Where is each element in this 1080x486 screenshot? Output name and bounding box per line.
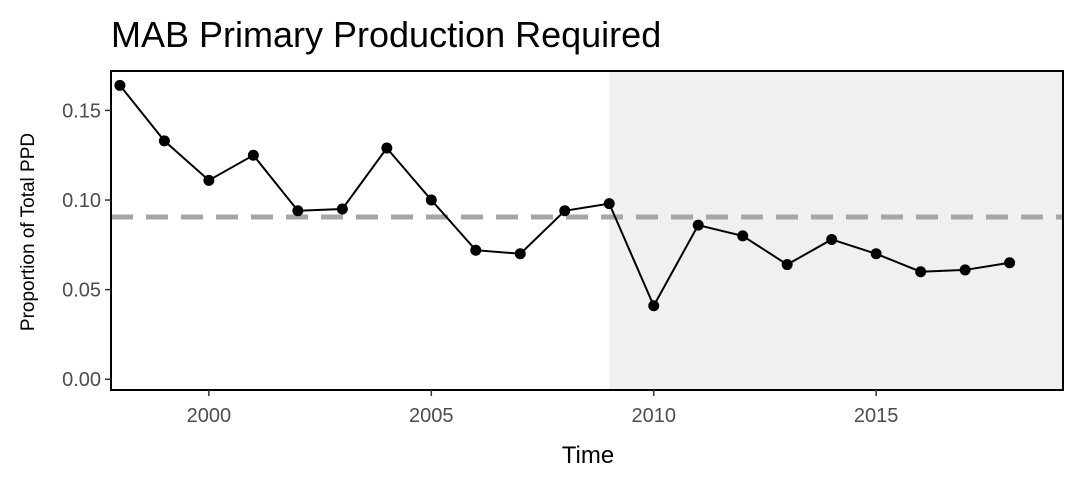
data-point (425, 194, 437, 206)
data-point (292, 205, 304, 217)
y-axis-title: Proportion of Total PPD (18, 133, 39, 331)
x-tick-label: 2000 (187, 405, 232, 427)
data-point (336, 203, 348, 215)
chart-title: MAB Primary Production Required (111, 14, 661, 55)
data-point (203, 174, 215, 186)
data-point (692, 219, 704, 231)
data-point (1004, 257, 1016, 269)
data-point (781, 259, 793, 271)
x-tick-label: 2010 (631, 405, 676, 427)
y-axis: 0.00 0.05 0.10 0.15 (62, 100, 111, 391)
series-layer (114, 79, 1016, 312)
x-axis: 2000 2005 2010 2015 (187, 390, 899, 427)
data-point (648, 300, 660, 312)
data-point (915, 266, 927, 278)
data-point (737, 230, 749, 242)
data-point (826, 233, 838, 245)
data-point (514, 248, 526, 260)
data-point (870, 248, 882, 260)
shaded-region (609, 71, 1063, 390)
y-tick-label: 0.15 (62, 100, 101, 122)
y-tick-label: 0.10 (62, 190, 101, 212)
data-point (381, 142, 393, 154)
y-tick-label: 0.00 (62, 369, 101, 391)
data-point (959, 264, 971, 276)
x-tick-label: 2015 (854, 405, 899, 427)
data-point (603, 198, 615, 210)
data-point (114, 79, 126, 91)
x-axis-title: Time (562, 442, 614, 469)
x-tick-label: 2005 (409, 405, 454, 427)
data-point (158, 135, 170, 147)
data-point (470, 244, 482, 256)
data-point (247, 149, 259, 161)
data-point (559, 205, 571, 217)
y-tick-label: 0.05 (62, 280, 101, 302)
plot-border (110, 70, 1064, 391)
